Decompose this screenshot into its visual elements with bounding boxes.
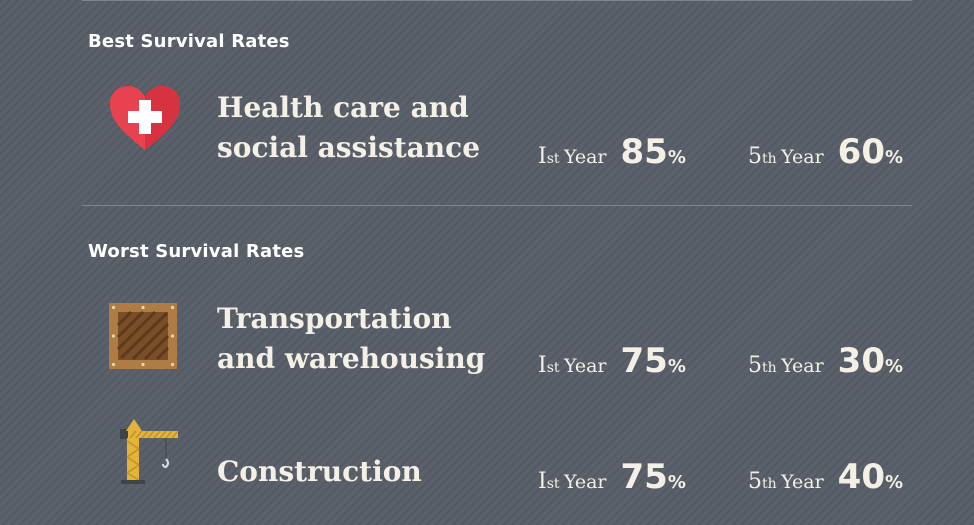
first-year-label: Year (563, 146, 607, 168)
first-year-ordinal: I (538, 144, 547, 169)
fifth-year-label: Year (781, 471, 824, 493)
fifth-year-unit: % (884, 147, 904, 168)
first-year-unit: % (667, 472, 686, 493)
industry-line-2: social assistance (217, 131, 481, 164)
fifth-year-unit: % (884, 356, 904, 377)
first-year-stat: Ist Year 75% (538, 341, 686, 381)
fifth-year-value: 30 (837, 341, 885, 381)
first-year-value: 75 (620, 457, 668, 497)
worst-survival-rates-heading: Worst Survival Rates (88, 241, 305, 262)
fifth-year-suffix: th (762, 151, 777, 167)
row-health-care: Health care and social assistance Ist Ye… (0, 80, 974, 190)
industry-name: Health care and social assistance (217, 88, 480, 168)
fifth-year-ordinal: 5 (748, 353, 762, 378)
first-year-suffix: st (546, 476, 560, 492)
industry-name: Construction (217, 452, 422, 492)
first-year-label: Year (563, 471, 607, 493)
section-divider (82, 205, 912, 206)
top-divider (82, 0, 912, 1)
industry-line-2: and warehousing (217, 342, 486, 375)
fifth-year-stat: 5th Year 40% (748, 457, 903, 497)
first-year-unit: % (667, 147, 686, 168)
fifth-year-stat: 5th Year 60% (748, 132, 903, 172)
heart-cross-icon (110, 86, 180, 150)
wooden-crate-icon (109, 303, 177, 369)
first-year-suffix: st (546, 151, 560, 167)
industry-line-1: Construction (217, 455, 422, 488)
fifth-year-unit: % (884, 472, 904, 493)
fifth-year-suffix: th (762, 476, 777, 492)
first-year-ordinal: I (538, 353, 547, 378)
first-year-stat: Ist Year 85% (538, 132, 686, 172)
first-year-stat: Ist Year 75% (538, 457, 686, 497)
first-year-value: 85 (620, 132, 668, 172)
fifth-year-value: 60 (837, 132, 885, 172)
row-transportation: Transportation and warehousing Ist Year 7… (0, 295, 974, 395)
fifth-year-label: Year (781, 146, 824, 168)
row-construction: Construction Ist Year 75% 5th Year 40% (0, 415, 974, 515)
first-year-label: Year (563, 355, 607, 377)
fifth-year-stat: 5th Year 30% (748, 341, 903, 381)
fifth-year-ordinal: 5 (748, 144, 762, 169)
first-year-unit: % (667, 356, 686, 377)
fifth-year-ordinal: 5 (748, 469, 762, 494)
best-survival-rates-heading: Best Survival Rates (88, 31, 290, 52)
fifth-year-label: Year (781, 355, 824, 377)
industry-line-1: Health care and (217, 91, 469, 124)
fifth-year-value: 40 (837, 457, 885, 497)
fifth-year-suffix: th (762, 360, 777, 376)
first-year-suffix: st (546, 360, 560, 376)
first-year-value: 75 (620, 341, 668, 381)
industry-line-1: Transportation (217, 302, 452, 335)
first-year-ordinal: I (538, 469, 547, 494)
construction-crane-icon (120, 419, 179, 484)
industry-name: Transportation and warehousing (217, 299, 485, 379)
